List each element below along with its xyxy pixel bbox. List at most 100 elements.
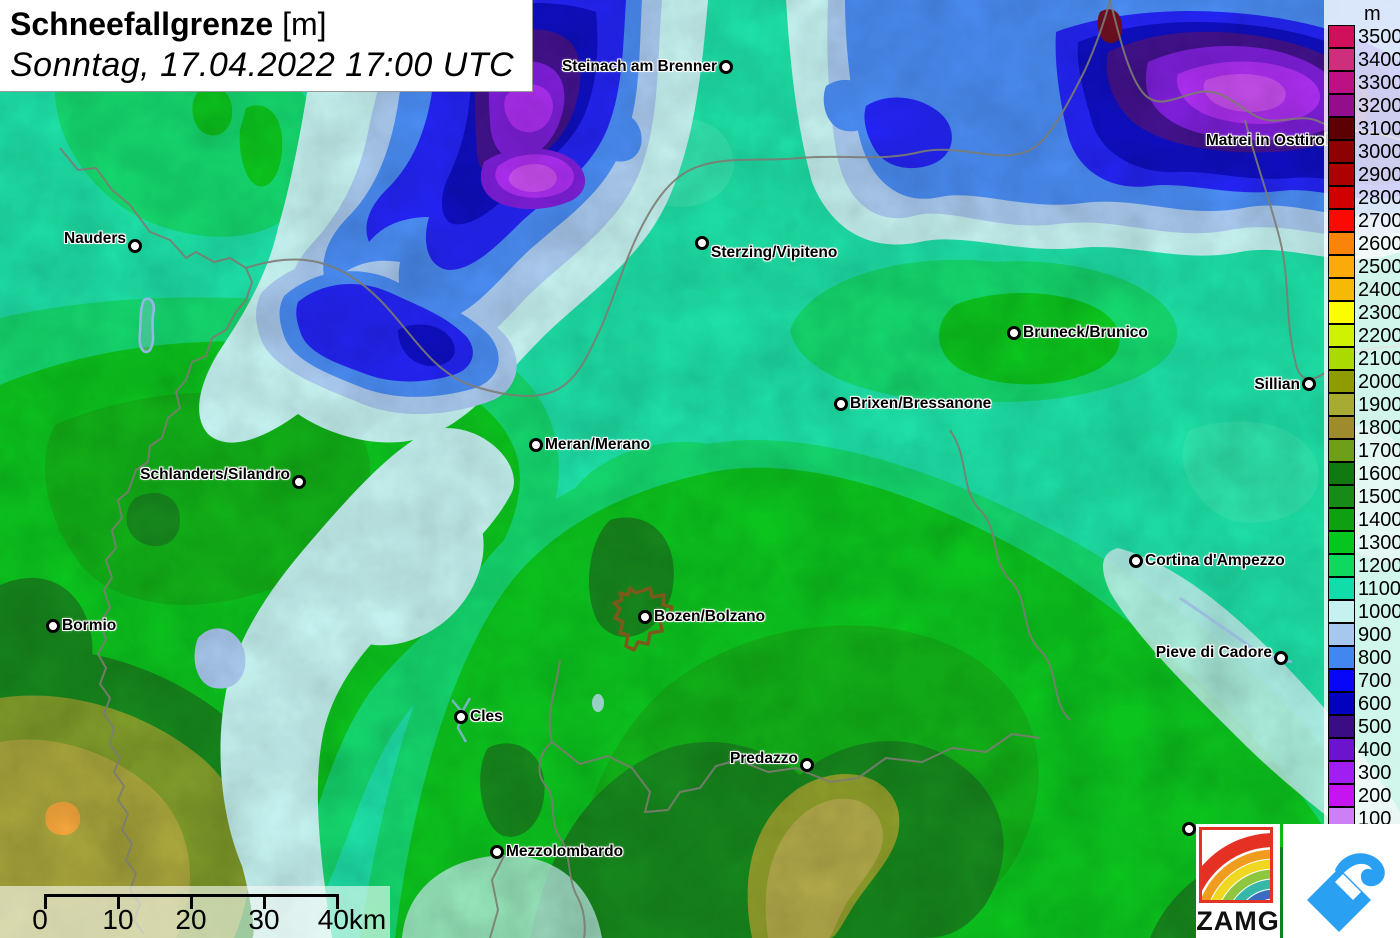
legend-swatch <box>1328 439 1355 462</box>
legend-row: 900 <box>1328 623 1400 647</box>
legend-swatch <box>1328 324 1355 347</box>
legend-row: 2600 <box>1328 232 1400 256</box>
legend-swatch <box>1328 48 1355 71</box>
legend-value: 900 <box>1358 624 1392 646</box>
legend-value: 1700 <box>1358 440 1400 462</box>
legend-value: 300 <box>1358 762 1392 784</box>
zamg-logo: ZAMG <box>1196 824 1280 938</box>
legend-value: 1900 <box>1358 394 1400 416</box>
zamg-logo-text: ZAMG <box>1196 906 1280 936</box>
legend-value: 3100 <box>1358 118 1400 140</box>
legend-value: 3000 <box>1358 141 1400 163</box>
legend-value: 2600 <box>1358 233 1400 255</box>
legend-swatch <box>1328 370 1355 393</box>
tirol-eagle-icon <box>1307 853 1385 932</box>
scale-tick-label: 20 <box>175 904 207 935</box>
legend-value: 3400 <box>1358 49 1400 71</box>
legend-value: 1500 <box>1358 486 1400 508</box>
legend-value: 2900 <box>1358 164 1400 186</box>
legend-row: 1700 <box>1328 439 1400 463</box>
legend-swatch <box>1328 416 1355 439</box>
legend-value: 1100 <box>1358 578 1400 600</box>
legend-value: 2700 <box>1358 210 1400 232</box>
legend-value: 2800 <box>1358 187 1400 209</box>
legend-value: 3200 <box>1358 95 1400 117</box>
legend-swatch <box>1328 669 1355 692</box>
legend-swatch <box>1328 71 1355 94</box>
legend-value: 2000 <box>1358 371 1400 393</box>
legend-row: 3500 <box>1328 25 1400 49</box>
legend-value: 700 <box>1358 670 1392 692</box>
legend-row: 1000 <box>1328 600 1400 624</box>
legend-row: 3300 <box>1328 71 1400 95</box>
legend-value: 400 <box>1358 739 1392 761</box>
legend-row: 2000 <box>1328 370 1400 394</box>
legend-rows: 3500 3400 3300 3200 3100 3000 2900 2800 2700 2600… <box>1328 25 1400 831</box>
legend-swatch <box>1328 508 1355 531</box>
legend-swatch <box>1328 117 1355 140</box>
legend-row: 2100 <box>1328 347 1400 371</box>
legend-swatch <box>1328 301 1355 324</box>
rainbow-icon <box>1199 827 1273 903</box>
legend-value: 500 <box>1358 716 1392 738</box>
legend-row: 400 <box>1328 738 1400 762</box>
legend-row: 1600 <box>1328 462 1400 486</box>
legend-swatch <box>1328 347 1355 370</box>
country-border-lines <box>59 0 1400 938</box>
legend-swatch <box>1328 692 1355 715</box>
bozen-city-boundary <box>612 586 674 652</box>
legend-row: 2300 <box>1328 301 1400 325</box>
legend-row: 2500 <box>1328 255 1400 279</box>
legend-row: 700 <box>1328 669 1400 693</box>
map-title-unit: [m] <box>282 6 327 42</box>
legend-swatch <box>1328 462 1355 485</box>
legend-value: 1000 <box>1358 601 1400 623</box>
legend-swatch <box>1328 186 1355 209</box>
legend-value: 800 <box>1358 647 1392 669</box>
legend-row: 2400 <box>1328 278 1400 302</box>
scale-tick-label: 0 <box>32 904 48 935</box>
legend-swatch <box>1328 209 1355 232</box>
legend-swatch <box>1328 646 1355 669</box>
legend-row: 1900 <box>1328 393 1400 417</box>
legend-unit-label: m <box>1364 3 1381 25</box>
scale-tick-label: 30 <box>248 904 280 935</box>
legend-swatch <box>1328 232 1355 255</box>
legend-swatch <box>1328 531 1355 554</box>
legend-value: 2100 <box>1358 348 1400 370</box>
legend-row: 1500 <box>1328 485 1400 509</box>
legend-swatch <box>1328 761 1355 784</box>
legend-value: 1300 <box>1358 532 1400 554</box>
legend-row: 1300 <box>1328 531 1400 555</box>
legend-value: 200 <box>1358 785 1392 807</box>
legend-row: 2800 <box>1328 186 1400 210</box>
legend-swatch <box>1328 715 1355 738</box>
legend-swatch <box>1328 255 1355 278</box>
scale-tick-label: 10 <box>102 904 134 935</box>
legend-row: 1100 <box>1328 577 1400 601</box>
legend-swatch <box>1328 577 1355 600</box>
scale-tick <box>117 894 120 909</box>
map-title: Schneefallgrenze [m] <box>10 4 522 44</box>
legend-row: 1200 <box>1328 554 1400 578</box>
legend-value: 1200 <box>1358 555 1400 577</box>
legend-row: 2200 <box>1328 324 1400 348</box>
legend-swatch <box>1328 554 1355 577</box>
legend-row: 2700 <box>1328 209 1400 233</box>
legend-row: 300 <box>1328 761 1400 785</box>
legend-swatch <box>1328 485 1355 508</box>
scale-tick <box>263 894 266 909</box>
legend-value: 3500 <box>1358 26 1400 48</box>
legend-swatch <box>1328 623 1355 646</box>
map-subtitle: Sonntag, 17.04.2022 17:00 UTC <box>10 46 515 84</box>
legend-swatch <box>1328 738 1355 761</box>
legend-row: 2900 <box>1328 163 1400 187</box>
legend-row: 3200 <box>1328 94 1400 118</box>
legend-value: 2200 <box>1358 325 1400 347</box>
legend-swatch <box>1328 163 1355 186</box>
legend-swatch <box>1328 393 1355 416</box>
legend-row: 500 <box>1328 715 1400 739</box>
legend-row: 3400 <box>1328 48 1400 72</box>
legend-row: 800 <box>1328 646 1400 670</box>
